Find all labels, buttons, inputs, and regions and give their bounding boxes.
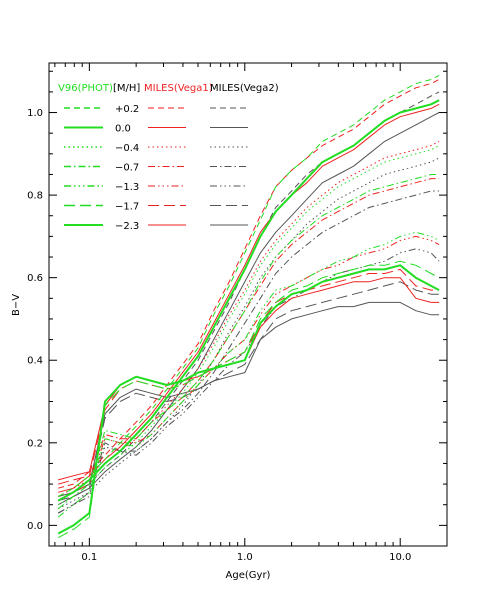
series-line-miles-vega1-m0m7 <box>57 178 440 502</box>
legend-header-miles-vega1: MILES(Vega1) <box>144 83 213 94</box>
series-line-v96-phot-m2m3 <box>57 264 440 535</box>
series-line-miles-vega2-m0m4 <box>57 157 440 510</box>
legend-metallicity-label: 0.0 <box>115 124 131 135</box>
legend: V96(PHOT) [M/H] MILES(Vega1) MILES(Vega2… <box>58 83 279 232</box>
x-tick-label: 10.0 <box>389 552 411 563</box>
series-line-miles-vega1-m0m2 <box>58 79 440 489</box>
series-line-miles-vega1-m1m7 <box>58 268 440 485</box>
series-line-miles-vega2-m0m7 <box>57 190 440 514</box>
legend-metallicity-label: −2.3 <box>115 221 139 232</box>
series-line-v96-phot-m0m4 <box>57 145 440 506</box>
y-tick-label: 0.6 <box>27 273 43 284</box>
x-tick-label: 1.0 <box>237 552 253 563</box>
x-axis-ticks: 0.1 1.0 10.0 <box>54 63 448 563</box>
series-line-miles-vega1-0m0 <box>58 103 440 493</box>
legend-metallicity-label: −1.3 <box>115 182 139 193</box>
series-line-v96-phot-0m0 <box>57 99 440 502</box>
y-tick-label: 0.2 <box>27 438 43 449</box>
series-line-v96-phot-m0m2 <box>57 74 440 497</box>
series-line-miles-vega1-m1m3 <box>57 235 440 502</box>
y-tick-label: 0.4 <box>27 356 43 367</box>
series-layer <box>57 74 440 539</box>
series-line-miles-vega1-m0m4 <box>57 140 440 497</box>
y-tick-label: 0.0 <box>27 521 43 532</box>
x-axis-label: Age(Gyr) <box>226 570 271 581</box>
series-line-miles-vega2-0m0 <box>57 112 440 506</box>
legend-metallicity-label: −0.4 <box>115 143 139 154</box>
legend-rows: +0.2 0.0 −0.4 −0.7 −1.3 −1.7 −2.3 <box>64 104 248 232</box>
series-line-miles-vega2-m1m3 <box>57 248 440 514</box>
y-tick-label: 1.0 <box>27 108 43 119</box>
y-tick-label: 0.8 <box>27 191 43 202</box>
series-line-v96-phot-m1m7 <box>57 260 440 539</box>
plot-frame <box>48 62 448 547</box>
y-axis-label: B−V <box>11 294 22 316</box>
legend-metallicity-label: −1.7 <box>115 202 139 213</box>
legend-header-v96: V96(PHOT) <box>58 83 113 94</box>
series-line-miles-vega2-m2m3 <box>58 301 440 497</box>
legend-metallicity-label: +0.2 <box>115 104 139 115</box>
series-line-v96-phot-m1m3 <box>57 231 440 518</box>
legend-header-mh: [M/H] <box>113 83 140 94</box>
y-axis-ticks: 0.0 0.2 0.4 0.6 0.8 1.0 <box>27 70 447 532</box>
series-line-miles-vega2-m1m7 <box>58 281 440 502</box>
legend-header-miles-vega2: MILES(Vega2) <box>210 83 279 94</box>
x-tick-label: 0.1 <box>81 552 97 563</box>
legend-metallicity-label: −0.7 <box>115 163 139 174</box>
